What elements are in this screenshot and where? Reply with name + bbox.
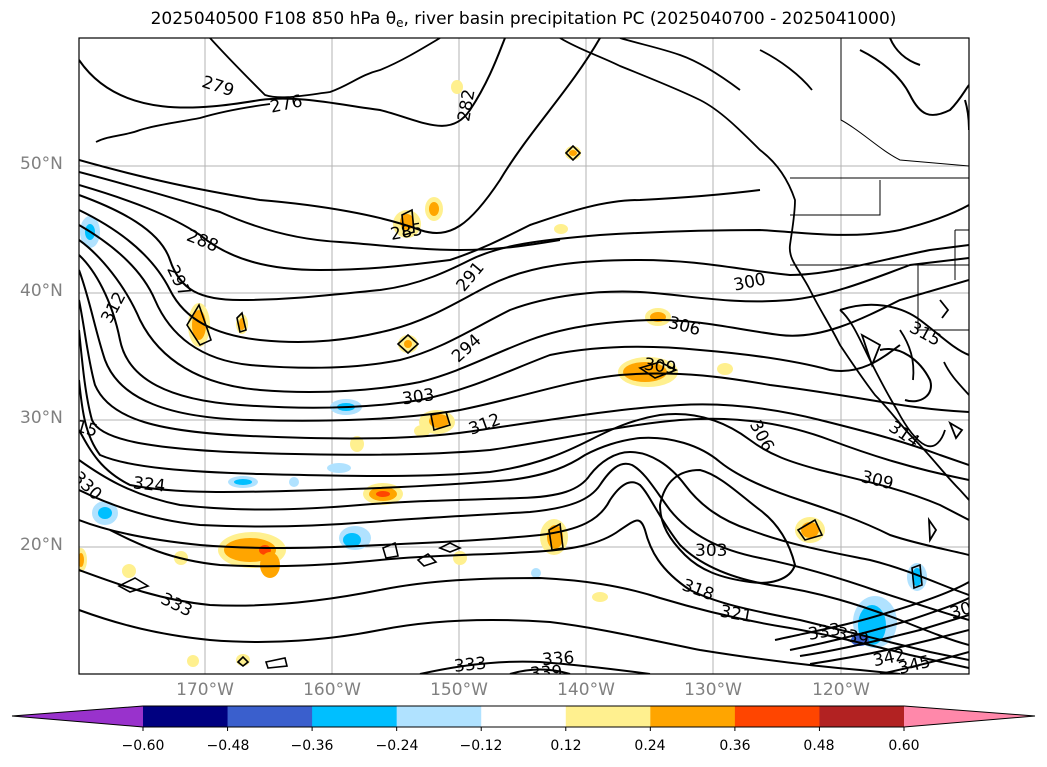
colorbar-bin [565, 706, 651, 727]
contour-label: 324 [132, 473, 166, 496]
colorbar-tick-label: 0.60 [888, 738, 920, 754]
lon-label-150w: 150°W [430, 680, 488, 700]
contour-label: 315 [63, 413, 100, 441]
colorbar-bin [396, 706, 482, 727]
contour-label: 303 [695, 541, 727, 561]
lon-label-140w: 140°W [557, 680, 615, 700]
contour-label: 306 [948, 595, 985, 624]
colorbar-tick-label: −0.12 [459, 738, 503, 754]
colorbar-bin [650, 706, 736, 727]
contour-label: 336 [541, 648, 575, 670]
colorbar-tick-marks [142, 727, 905, 731]
contour-label: 345 [896, 652, 932, 679]
contour-label: 333 [453, 654, 487, 677]
colorbar-bins [143, 706, 905, 727]
colorbar-bin [734, 706, 820, 727]
lat-label-30n: 30°N [20, 408, 63, 428]
colorbar-bin [143, 706, 229, 727]
lon-label-130w: 130°W [684, 680, 742, 700]
contour-label: 339 [529, 662, 563, 684]
theta-e-contours [79, 38, 969, 674]
colorbar-over-triangle [904, 706, 1035, 727]
map-plot-area: 279 276 282 285 288 291 294 297 300 303 … [63, 38, 985, 684]
political-borders [790, 38, 969, 331]
lat-label-20n: 20°N [20, 535, 63, 555]
lat-label-50n: 50°N [20, 154, 63, 174]
lon-label-160w: 160°W [303, 680, 361, 700]
map-frame [78, 37, 970, 675]
colorbar-tick-label: −0.60 [121, 738, 165, 754]
lat-label-40n: 40°N [20, 281, 63, 301]
colorbar-tick-label: −0.24 [375, 738, 419, 754]
contour-cells [117, 144, 923, 669]
map-title: 2025040500 F108 850 hPa θe, river basin … [150, 9, 897, 30]
colorbar-tick-label: 0.24 [634, 738, 666, 754]
contour-label: 303 [401, 385, 436, 409]
colorbar-bin [227, 706, 313, 727]
colorbar-tick-label: 0.12 [550, 738, 582, 754]
colorbar-bin [481, 706, 567, 727]
lon-label-170w: 170°W [176, 680, 234, 700]
coastlines [95, 38, 969, 544]
colorbar-under-triangle [12, 706, 143, 727]
colorbar-bin [312, 706, 398, 727]
colorbar-tick-label: −0.36 [290, 738, 334, 754]
contour-label: 309 [643, 355, 678, 379]
colorbar [11, 705, 1036, 731]
colorbar-tick-label: 0.36 [719, 738, 751, 754]
colorbar-tick-label: −0.48 [206, 738, 250, 754]
colorbar-tick-label: 0.48 [803, 738, 835, 754]
colorbar-bin [819, 706, 905, 727]
lon-label-120w: 120°W [812, 680, 870, 700]
